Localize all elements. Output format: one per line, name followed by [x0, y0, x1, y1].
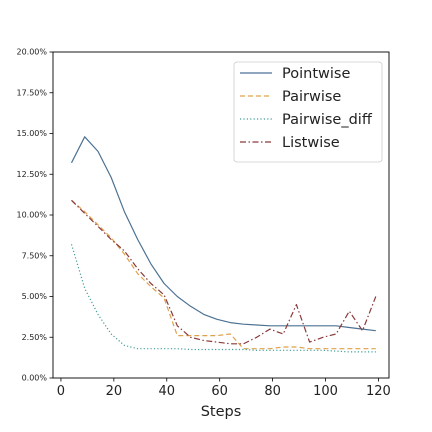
- y-tick-label: 17.50%: [16, 88, 47, 97]
- y-tick-label: 2.50%: [22, 333, 48, 342]
- legend-label: Pointwise: [282, 66, 350, 82]
- x-tick-label: 60: [211, 384, 228, 399]
- y-tick-label: 20.00%: [16, 48, 47, 57]
- series-layer: [70, 136, 377, 353]
- x-tick-label: 120: [366, 384, 391, 399]
- y-tick-label: 7.50%: [22, 251, 48, 260]
- x-axis-label: Steps: [201, 404, 242, 420]
- y-tick-label: 15.00%: [16, 129, 47, 138]
- series-line-pairwise: [71, 199, 376, 350]
- legend-label: Pairwise: [282, 89, 341, 105]
- y-tick-label: 0.00%: [22, 374, 48, 383]
- x-axis-ticks: 0 20 40 60 80 100 120: [57, 378, 391, 399]
- legend-label: Pairwise_diff: [282, 112, 373, 128]
- y-tick-label: 10.00%: [16, 211, 47, 220]
- series-line-pointwise: [70, 136, 376, 332]
- x-tick-label: 80: [264, 384, 281, 399]
- x-tick-label: 20: [106, 384, 123, 399]
- x-tick-label: 100: [313, 384, 338, 399]
- legend-box: [233, 61, 383, 163]
- series-line-listwise: [71, 199, 377, 345]
- legend: Pointwise Pairwise Pairwise_diff Listwise: [233, 61, 383, 163]
- y-tick-label: 12.50%: [16, 170, 47, 179]
- legend-label: Listwise: [282, 135, 340, 151]
- x-tick-label: 40: [158, 384, 175, 399]
- y-tick-label: 5.00%: [22, 292, 48, 301]
- y-axis-ticks: 0.00% 2.50% 5.00% 7.50% 10.00% 12.50% 15.00% 17…: [16, 48, 53, 383]
- x-tick-label: 0: [57, 384, 65, 399]
